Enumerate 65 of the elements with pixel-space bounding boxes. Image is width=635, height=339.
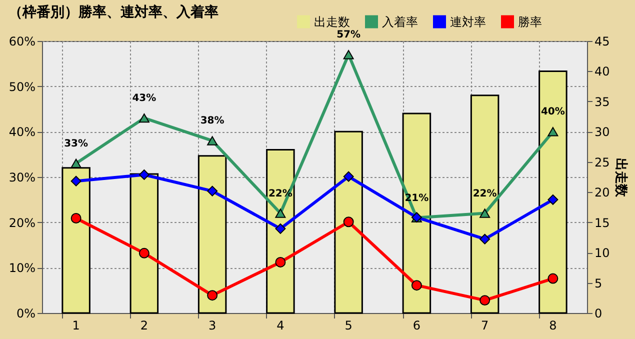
point — [411, 280, 422, 291]
point — [343, 50, 354, 60]
y2-tick-label: 45 — [594, 34, 610, 48]
x-tick-label: 2 — [140, 318, 148, 332]
point — [70, 176, 82, 186]
y-tick-label: 60% — [8, 34, 36, 48]
y2-tick-label: 35 — [594, 94, 610, 109]
point — [275, 208, 286, 218]
bar — [198, 155, 227, 314]
x-tick-label: 5 — [344, 318, 352, 332]
legend-label: 連対率 — [450, 14, 486, 29]
data-label: 43% — [132, 93, 156, 104]
data-label: 38% — [200, 116, 224, 127]
y-tick-label: 10% — [8, 261, 36, 276]
y2-tick-label: 40 — [594, 64, 610, 79]
point — [207, 290, 218, 301]
bar — [538, 70, 568, 314]
y2-tick-label: 15 — [594, 216, 610, 230]
y2-tick-label: 5 — [594, 276, 602, 290]
y2-tick-label: 25 — [594, 155, 610, 170]
x-tick-label: 3 — [208, 318, 216, 332]
point — [480, 295, 490, 306]
point — [70, 158, 82, 168]
chart-title: （枠番別）勝率、連対率、入着率 — [8, 4, 218, 21]
bar — [402, 112, 432, 314]
point — [207, 136, 218, 146]
point — [548, 194, 558, 205]
y-tick-label: 30% — [8, 170, 36, 184]
x-tick-label: 1 — [72, 318, 80, 332]
bar — [130, 173, 159, 314]
point — [343, 216, 354, 228]
y2-tick-label: 30 — [594, 125, 610, 140]
y2-tick-label: 0 — [594, 306, 602, 320]
point — [138, 248, 150, 258]
point — [275, 223, 286, 234]
point — [275, 256, 286, 268]
legend-label: 勝率 — [518, 14, 542, 29]
point — [548, 273, 558, 284]
y2-tick-label: 10 — [594, 246, 610, 260]
bar — [334, 130, 363, 314]
bar — [470, 94, 500, 314]
x-tick-label: 8 — [549, 318, 557, 332]
point — [138, 113, 150, 123]
data-label: 40% — [540, 106, 565, 118]
y-tick-label: 0% — [16, 306, 36, 320]
point — [343, 171, 354, 182]
point — [70, 213, 82, 224]
y2-axis-title: 出走数 — [612, 158, 628, 198]
x-tick-label: 4 — [276, 318, 284, 332]
legend-label: 入着率 — [382, 14, 418, 29]
x-tick-label: 7 — [480, 318, 489, 332]
data-label: 22% — [472, 188, 497, 200]
y2-tick-label: 20 — [594, 186, 610, 200]
x-tick-label: 6 — [412, 318, 421, 332]
point — [480, 234, 490, 244]
point — [480, 208, 490, 218]
data-label: 57% — [336, 30, 361, 41]
data-label: 33% — [64, 138, 88, 150]
y-tick-label: 50% — [8, 80, 36, 94]
y-tick-label: 20% — [8, 216, 36, 230]
y-tick-label: 40% — [8, 125, 36, 140]
legend-label: 出走数 — [314, 14, 350, 29]
point — [138, 169, 150, 180]
point — [548, 127, 558, 136]
point — [207, 186, 218, 196]
